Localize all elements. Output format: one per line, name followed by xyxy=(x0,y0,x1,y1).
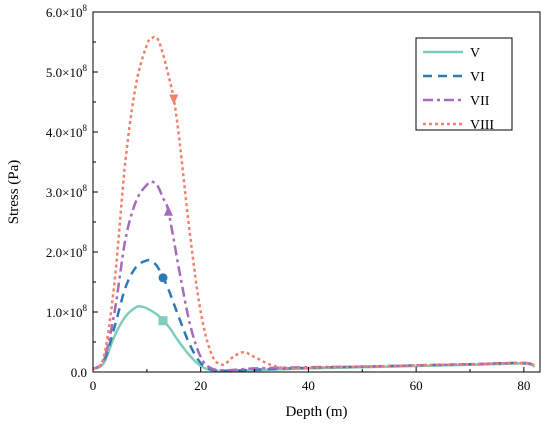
x-tick-label: 20 xyxy=(194,378,207,393)
y-tick-label: 5.0×108 xyxy=(46,63,88,80)
x-tick-label: 0 xyxy=(90,378,97,393)
legend-label-vi: VI xyxy=(470,70,485,85)
legend-frame xyxy=(415,37,513,131)
series-vi-marker xyxy=(158,273,168,283)
series-v xyxy=(92,304,536,373)
legend-label-vii: VII xyxy=(470,94,490,109)
series-vii xyxy=(92,180,536,372)
series-layer xyxy=(92,35,536,373)
series-viii-marker xyxy=(169,94,179,105)
legend-label-v: V xyxy=(470,46,480,61)
y-tick-label: 3.0×108 xyxy=(46,183,88,200)
axes-layer: 0 20 40 60 80 0.0 1.0×108 2.0×108 3.0×108 4.0×108… xyxy=(46,3,541,393)
series-v-line xyxy=(92,304,536,373)
series-viii-line xyxy=(92,35,536,371)
y-tick-label: 2.0×108 xyxy=(46,243,88,260)
series-viii xyxy=(92,35,536,371)
y-tick-label: 6.0×108 xyxy=(46,3,88,20)
x-axis-title: Depth (m) xyxy=(285,404,347,420)
y-tick-label: 1.0×108 xyxy=(46,303,88,320)
series-v-marker xyxy=(158,316,168,326)
x-tick-label: 40 xyxy=(302,378,315,393)
y-tick-label: 4.0×108 xyxy=(46,123,88,140)
legend-label-viii: VIII xyxy=(470,118,494,133)
series-vii-marker xyxy=(163,205,173,216)
series-vii-line xyxy=(92,180,536,372)
x-tick-label: 60 xyxy=(410,378,423,393)
y-tick-label: 0.0 xyxy=(71,365,87,380)
x-tick-label: 80 xyxy=(517,378,530,393)
legend: V VI VII VIII xyxy=(415,37,513,133)
y-axis-title: Stress (Pa) xyxy=(6,160,22,225)
